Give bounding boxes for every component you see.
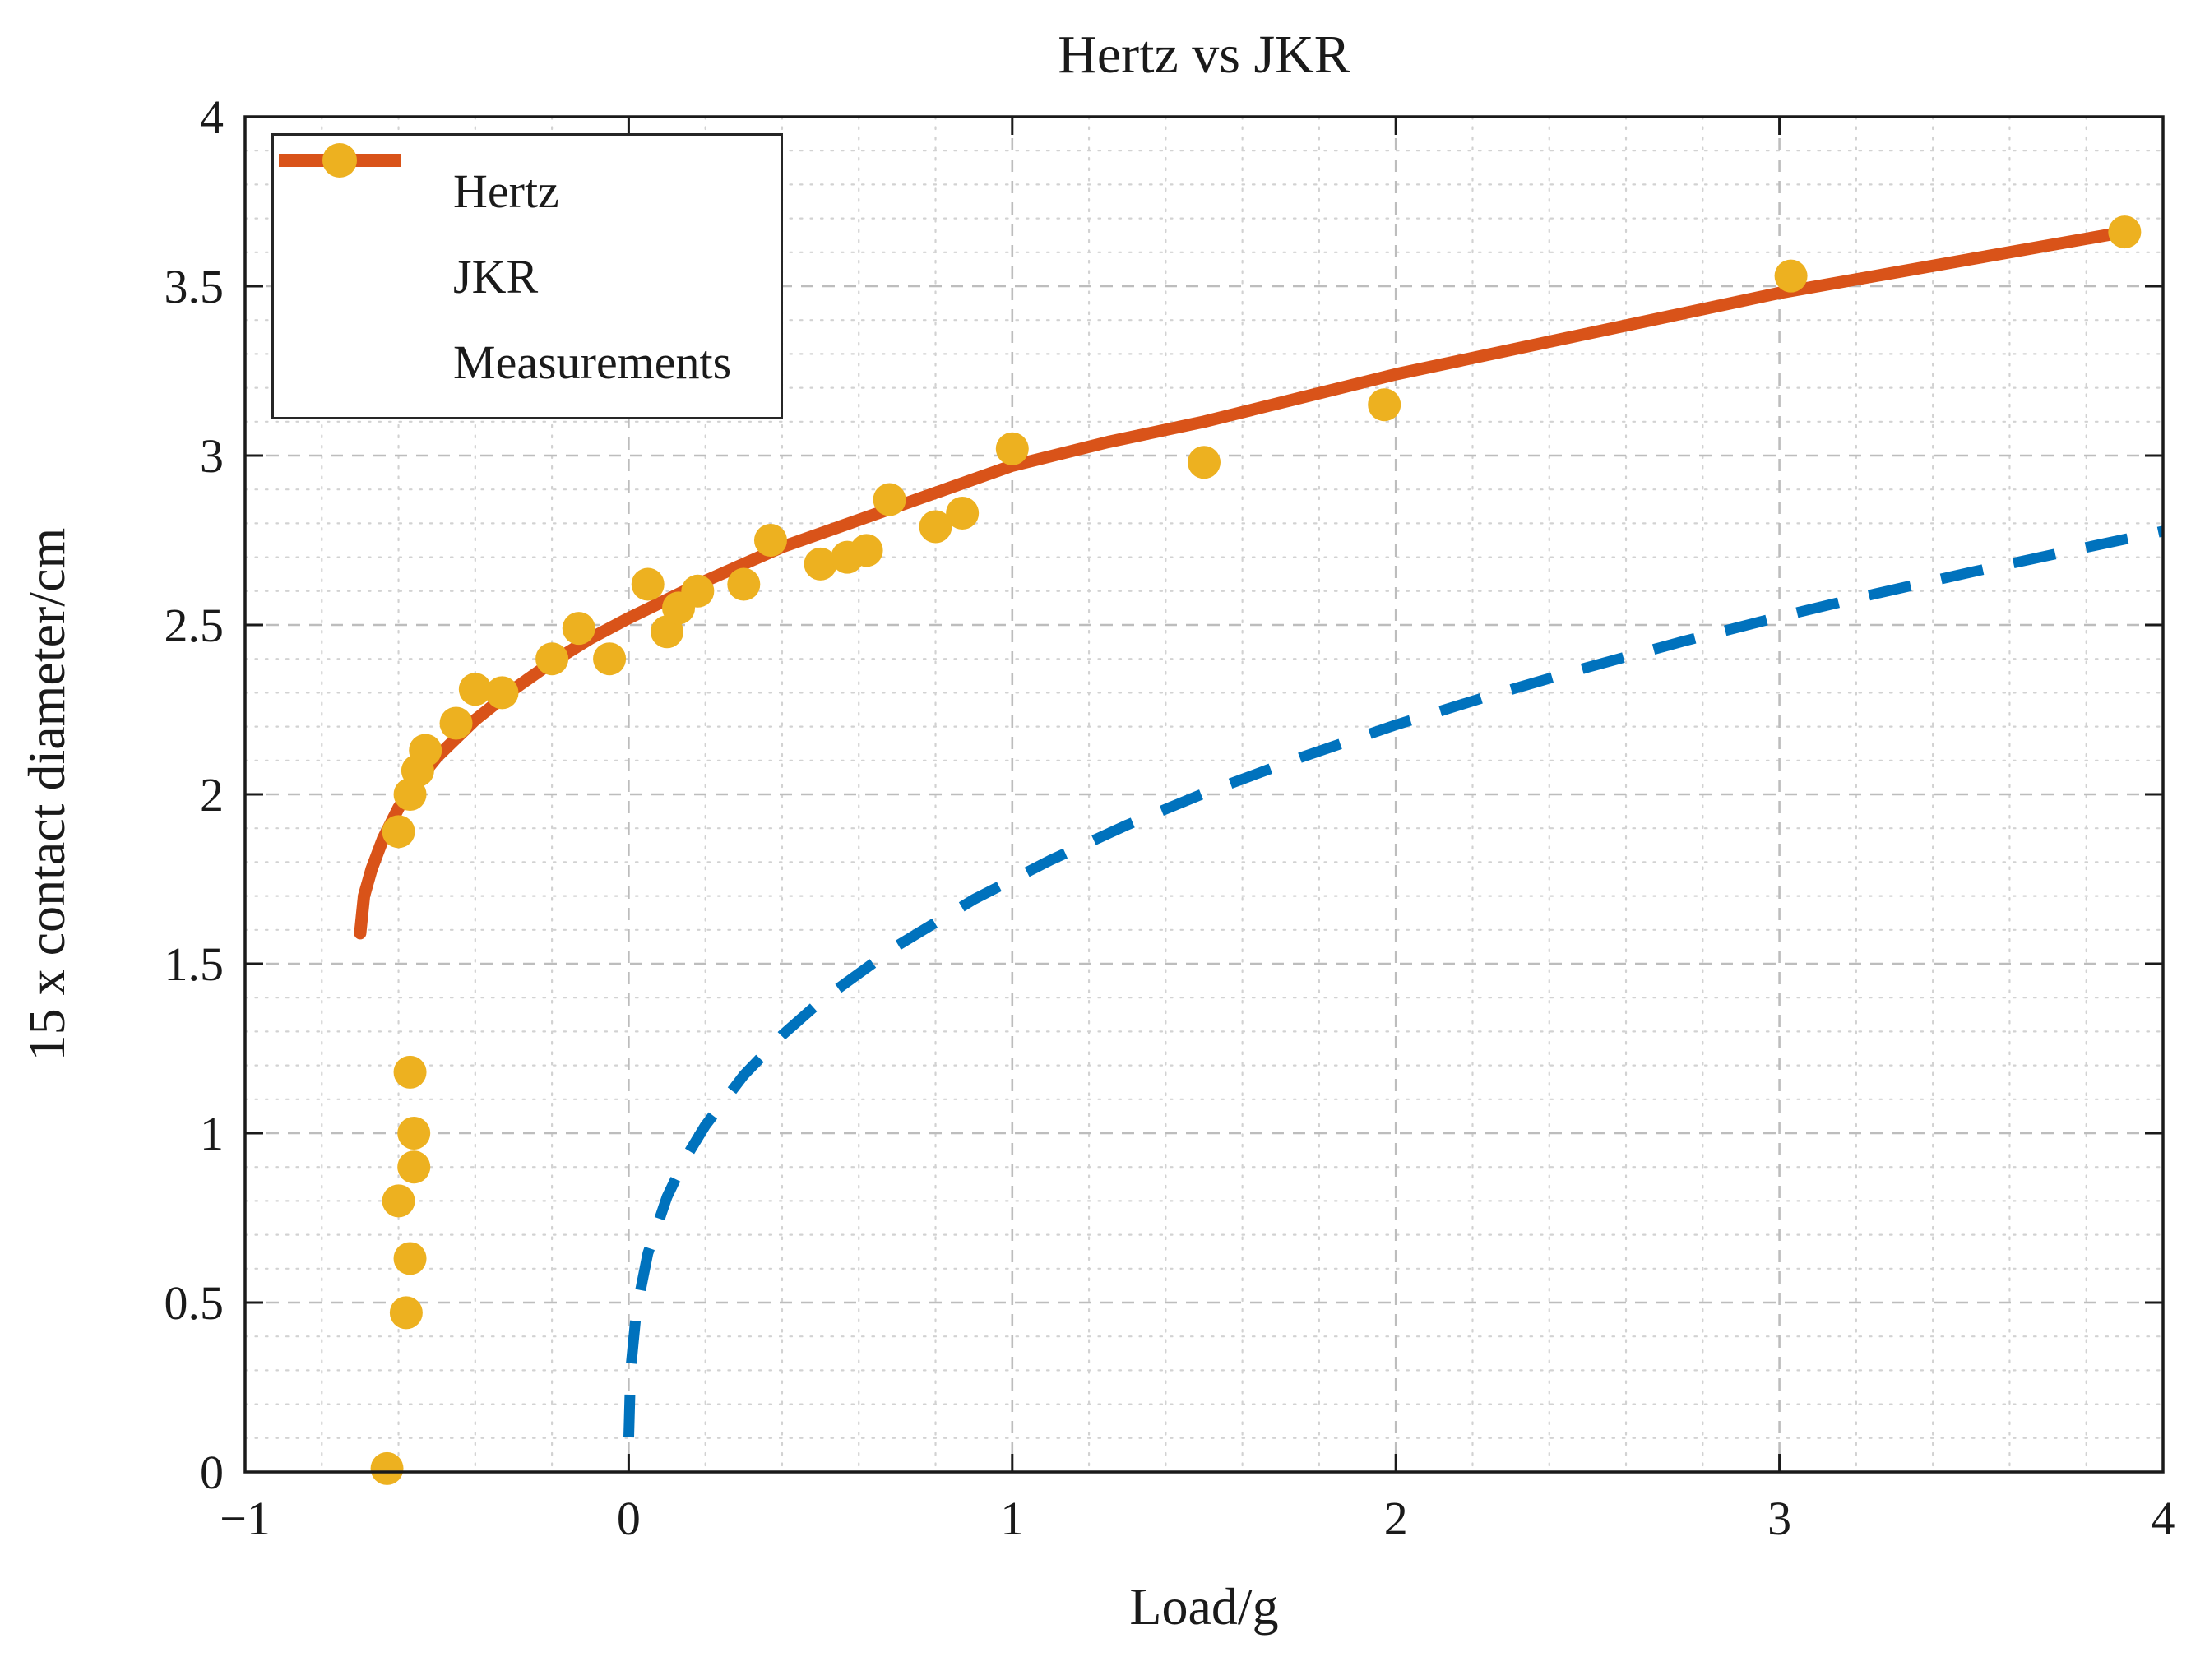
legend-label-jkr: JKR [453, 249, 539, 303]
svg-text:2.5: 2.5 [164, 599, 225, 652]
tick-labels: −1 0 1 2 3 400.511.522.533.54 [164, 90, 2175, 1545]
svg-text:1: 1 [200, 1107, 224, 1160]
svg-text:0: 0 [200, 1446, 224, 1499]
legend: Hertz JKR Measurements [271, 133, 784, 419]
legend-item-jkr: JKR [279, 154, 731, 317]
svg-text:2: 2 [1384, 1492, 1408, 1545]
data-series-layer [354, 215, 2165, 1485]
measurements-marker-swatch [297, 143, 428, 386]
svg-text:1: 1 [1000, 1492, 1024, 1545]
svg-text:4: 4 [2152, 1492, 2175, 1545]
svg-text:−1: −1 [220, 1492, 271, 1545]
svg-text:4: 4 [200, 90, 224, 144]
svg-text:3.5: 3.5 [164, 260, 225, 313]
svg-text:0: 0 [617, 1492, 641, 1545]
axis-ticks [243, 115, 2165, 1474]
svg-text:0.5: 0.5 [164, 1276, 225, 1330]
legend-label-hertz: Hertz [453, 164, 559, 218]
x-axis-label: Load/g [1129, 1577, 1278, 1636]
svg-text:3: 3 [1767, 1492, 1791, 1545]
legend-label-measurements: Measurements [453, 335, 732, 389]
jkr-solid-line-swatch [279, 154, 428, 301]
legend-item-measurements: Measurements [297, 143, 732, 402]
svg-text:2: 2 [200, 768, 224, 821]
svg-text:3: 3 [200, 429, 224, 483]
svg-text:1.5: 1.5 [164, 937, 225, 991]
chart-title: Hertz vs JKR [1058, 25, 1350, 85]
y-axis-label: 15 x contact diameter/cm [17, 528, 76, 1062]
